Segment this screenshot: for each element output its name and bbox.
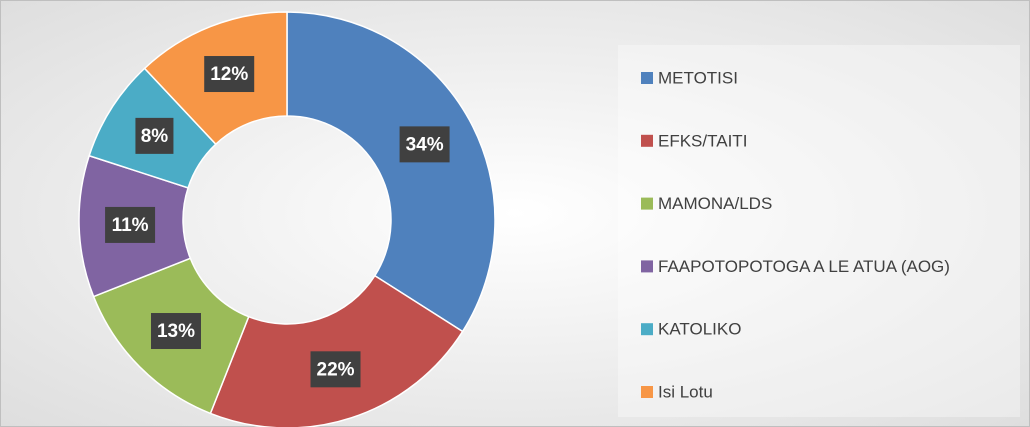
data-label-box	[135, 117, 174, 154]
legend-swatch	[641, 260, 653, 273]
legend-label: Isi Lotu	[658, 382, 713, 401]
data-label-box	[399, 126, 450, 163]
legend-swatch	[641, 386, 653, 398]
data-label: 34%	[406, 134, 444, 155]
data-label: 12%	[210, 64, 248, 85]
legend-swatch	[641, 134, 653, 147]
data-label: 22%	[317, 359, 355, 380]
legend-label: METOTISI	[658, 68, 738, 87]
data-label-box	[204, 56, 255, 93]
donut-segment	[286, 11, 496, 333]
data-label: 13%	[157, 321, 195, 342]
legend-swatch	[641, 197, 653, 210]
data-label-box	[150, 313, 201, 350]
legend-label: KATOLIKO	[658, 320, 741, 339]
data-label-box	[105, 206, 156, 243]
legend-swatch	[641, 72, 653, 84]
legend-swatch	[641, 323, 653, 336]
legend-background	[618, 45, 1020, 417]
legend-label: MAMONA/LDS	[658, 194, 772, 213]
legend-label: FAAPOTOPOTOGA A LE ATUA (AOG)	[658, 257, 950, 276]
legend-label: EFKS/TAITI	[658, 131, 747, 150]
data-label: 11%	[112, 215, 149, 236]
data-label: 8%	[141, 126, 169, 147]
data-label-box	[310, 351, 361, 388]
